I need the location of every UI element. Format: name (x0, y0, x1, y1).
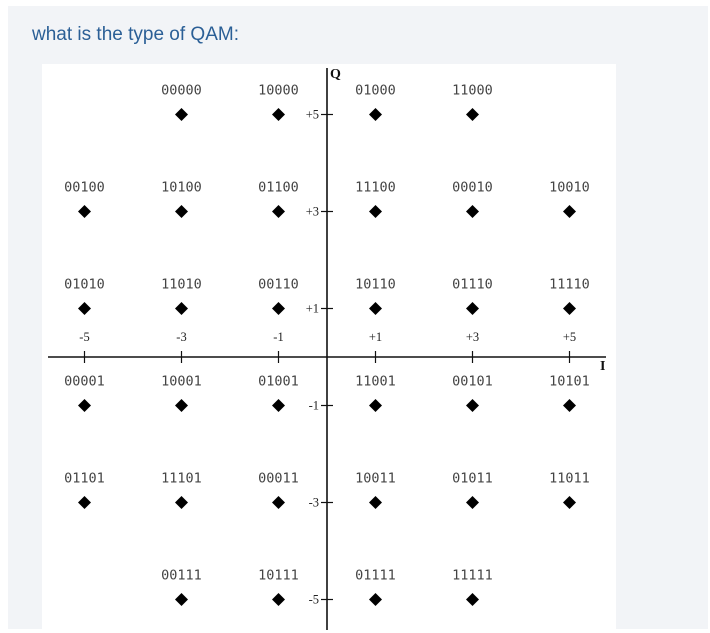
point-code-label: 01010 (64, 277, 105, 293)
constellation-point (563, 205, 576, 218)
point-code-label: 01111 (355, 568, 396, 584)
q-tick-label: +3 (306, 205, 319, 219)
point-code-label: 01101 (64, 471, 105, 487)
constellation-point (175, 593, 188, 606)
constellation-point (466, 399, 479, 412)
i-tick-label: -1 (273, 330, 283, 344)
point-code-label: 10001 (161, 374, 202, 390)
constellation-point (369, 399, 382, 412)
point-code-label: 01110 (452, 277, 493, 293)
constellation-point (369, 302, 382, 315)
constellation-point (563, 302, 576, 315)
constellation-diagram: I Q -5 -3 -1 +1 +3 +5 +5 +3 +1 -1 -3 -5 00000 10000 0100… (42, 64, 616, 633)
constellation-point (272, 108, 285, 121)
constellation-point (466, 302, 479, 315)
point-code-label: 11001 (355, 374, 396, 390)
point-code-label: 00010 (452, 180, 493, 196)
constellation-point (563, 496, 576, 509)
point-code-label: 11111 (452, 568, 493, 584)
point-code-label: 11010 (161, 277, 202, 293)
point-code-label: 11000 (452, 83, 493, 99)
constellation-point (369, 205, 382, 218)
point-code-label: 10111 (258, 568, 299, 584)
q-tick-label: -3 (309, 496, 319, 510)
constellation-point (175, 205, 188, 218)
constellation-point (78, 205, 91, 218)
q-tick-label: +1 (306, 302, 319, 316)
point-code-label: 00011 (258, 471, 299, 487)
point-code-label: 10100 (161, 180, 202, 196)
point-code-label: 10011 (355, 471, 396, 487)
point-code-label: 00001 (64, 374, 105, 390)
i-tick-label: +3 (466, 330, 479, 344)
constellation-point (272, 302, 285, 315)
point-code-label: 00000 (161, 83, 202, 99)
constellation-point (563, 399, 576, 412)
point-code-label: 01011 (452, 471, 493, 487)
question-text: what is the type of QAM: (32, 24, 239, 45)
point-code-label: 00110 (258, 277, 299, 293)
constellation-point (466, 205, 479, 218)
constellation-point (175, 496, 188, 509)
q-axis-label: Q (330, 67, 341, 82)
point-code-label: 00111 (161, 568, 202, 584)
point-code-label: 00101 (452, 374, 493, 390)
constellation-point (175, 399, 188, 412)
constellation-point (369, 593, 382, 606)
q-tick-label: -1 (309, 399, 319, 413)
point-code-label: 01000 (355, 83, 396, 99)
point-code-label: 11100 (355, 180, 396, 196)
constellation-point (466, 593, 479, 606)
constellation-svg: I Q -5 -3 -1 +1 +3 +5 +5 +3 +1 -1 -3 -5 00000 10000 0100… (48, 67, 606, 630)
constellation-point (272, 205, 285, 218)
point-code-label: 10000 (258, 83, 299, 99)
constellation-point (466, 108, 479, 121)
q-tick-label: +5 (306, 108, 319, 122)
point-code-label: 10101 (549, 374, 590, 390)
i-tick-label: +1 (369, 330, 382, 344)
point-code-label: 10010 (549, 180, 590, 196)
constellation-point (369, 496, 382, 509)
q-tick-label: -5 (309, 593, 319, 607)
point-code-label: 10110 (355, 277, 396, 293)
i-tick-label: -3 (176, 330, 186, 344)
constellation-point (272, 593, 285, 606)
point-code-label: 00100 (64, 180, 105, 196)
constellation-point (272, 399, 285, 412)
constellation-point (78, 399, 91, 412)
point-code-label: 01001 (258, 374, 299, 390)
point-code-label: 11101 (161, 471, 202, 487)
constellation-point (175, 108, 188, 121)
constellation-point (369, 108, 382, 121)
constellation-point (466, 496, 479, 509)
point-code-label: 01100 (258, 180, 299, 196)
i-tick-label: -5 (79, 330, 89, 344)
constellation-point (78, 496, 91, 509)
i-axis-label: I (600, 359, 605, 374)
constellation-point (78, 302, 91, 315)
constellation-point (272, 496, 285, 509)
question-card: what is the type of QAM: I Q -5 -3 -1 +1 +3 +5 +… (8, 6, 708, 633)
point-code-label: 11110 (549, 277, 590, 293)
constellation-point (175, 302, 188, 315)
i-tick-label: +5 (563, 330, 576, 344)
point-code-label: 11011 (549, 471, 590, 487)
